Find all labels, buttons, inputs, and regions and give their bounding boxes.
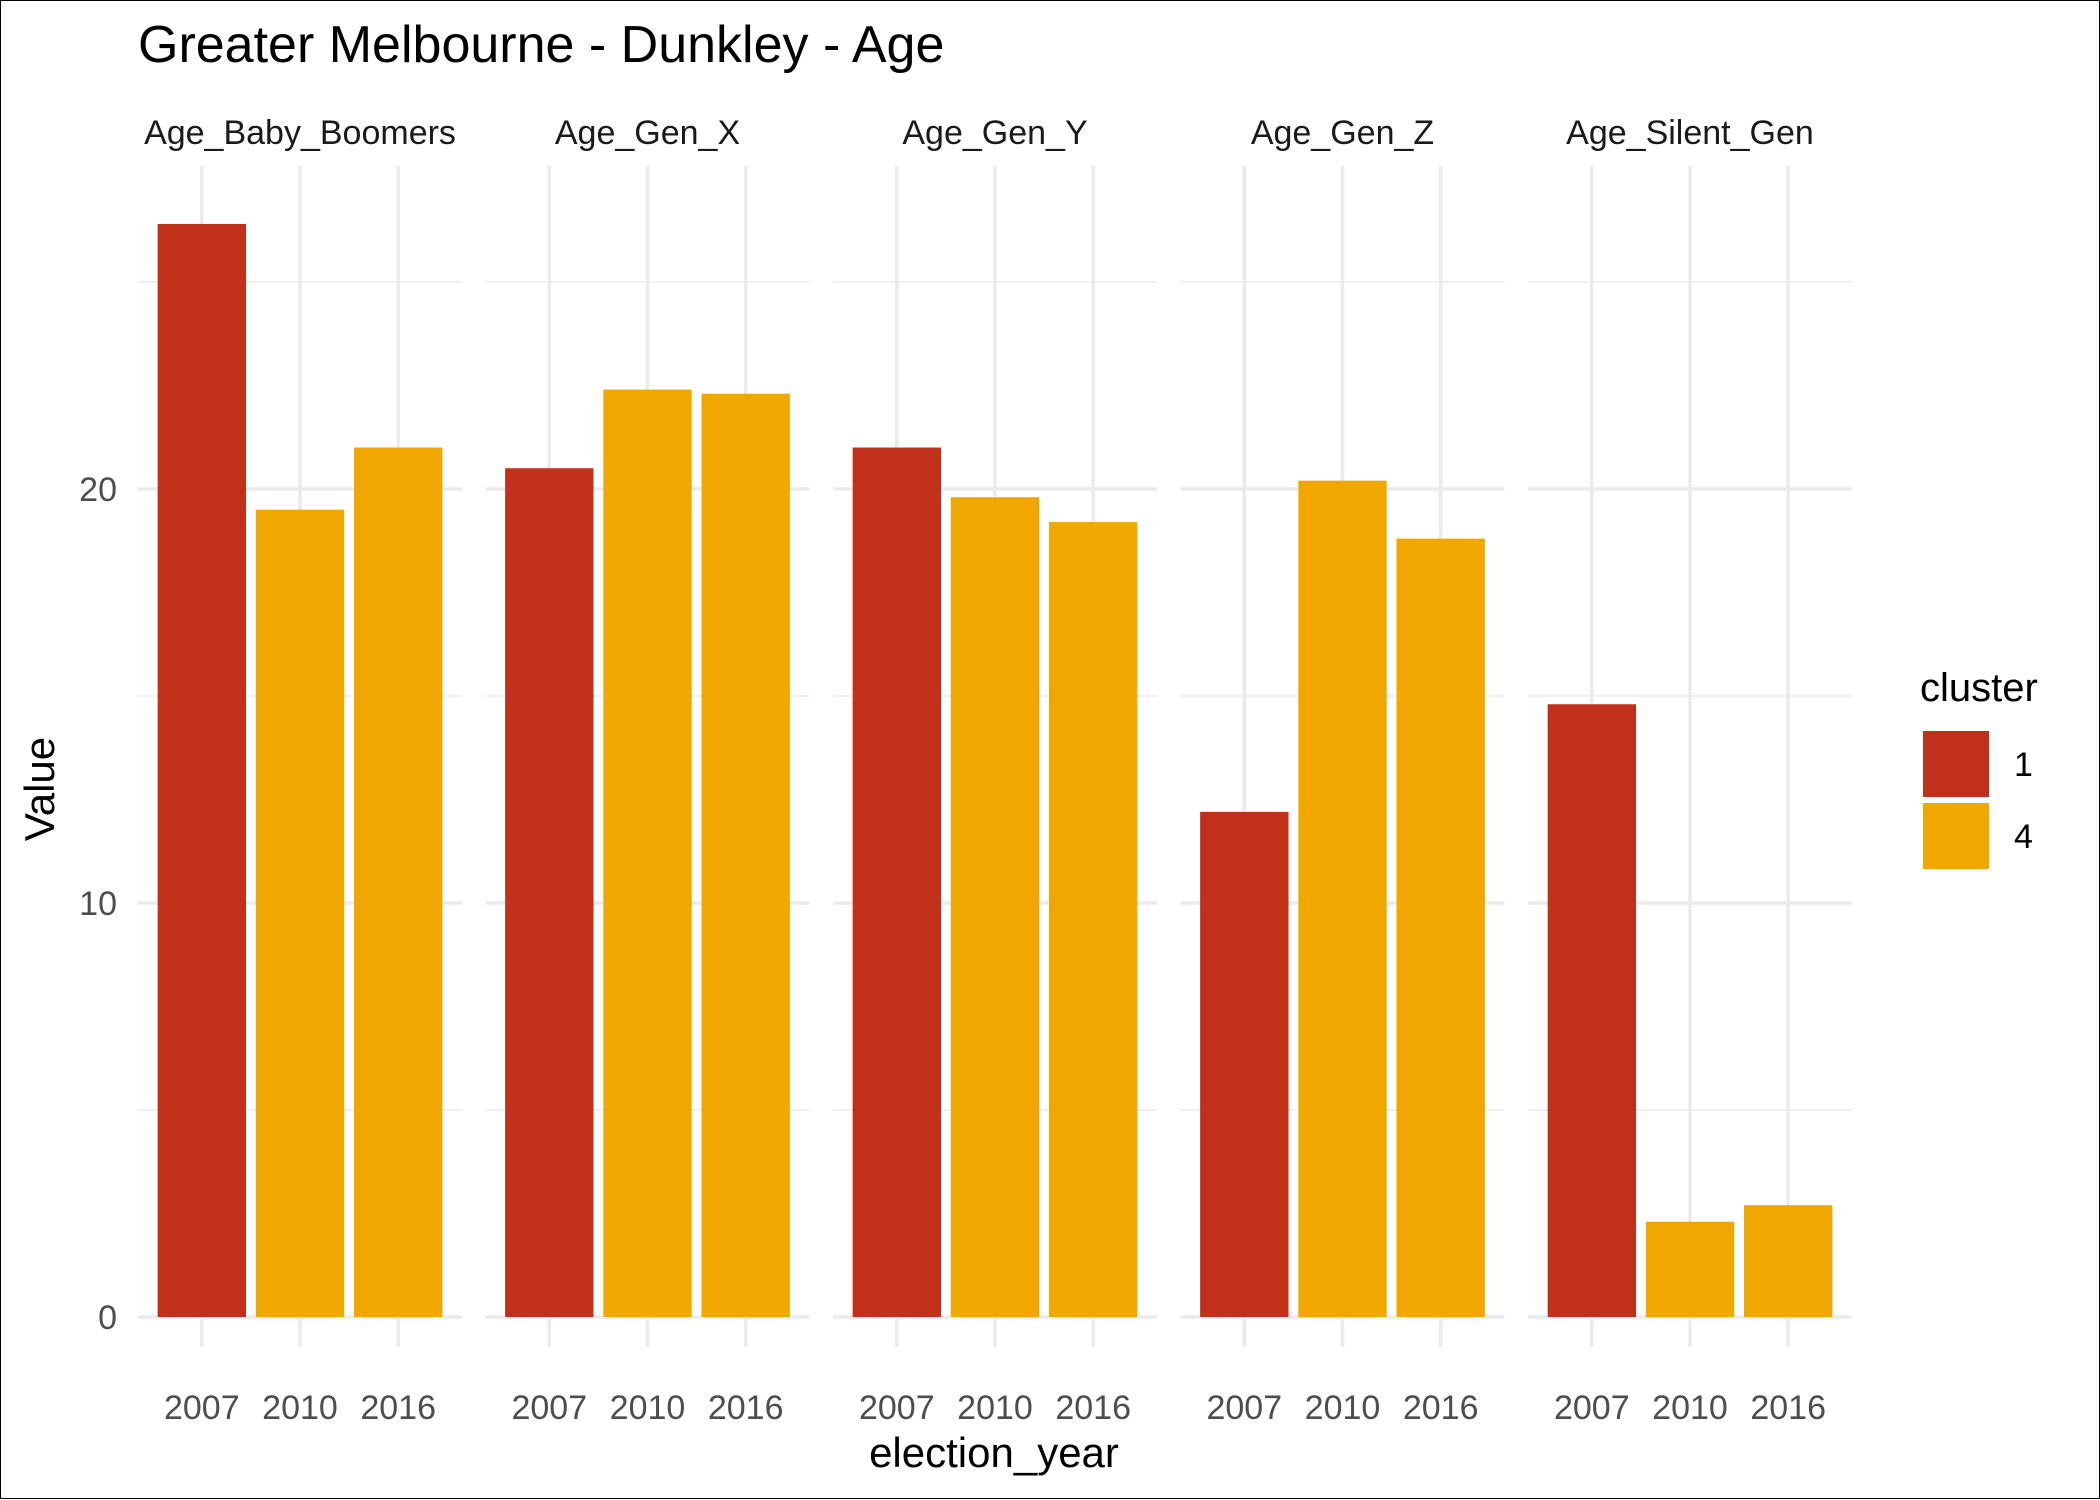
y-tick-label: 10	[79, 885, 117, 923]
x-axis-title: election_year	[869, 1429, 1119, 1476]
legend-swatch	[1923, 731, 1989, 797]
x-tick-label: 2010	[957, 1389, 1033, 1427]
facet-panel: Age_Silent_Gen 2007 2010 2016	[1528, 114, 1852, 1427]
y-tick-label: 20	[79, 471, 117, 509]
facet-label: Age_Gen_Z	[1251, 114, 1434, 152]
x-tick-label: 2016	[1403, 1389, 1479, 1427]
x-tick-label: 2007	[1206, 1389, 1282, 1427]
bar	[701, 393, 790, 1317]
y-axis: 0 10 20	[79, 471, 117, 1337]
facet-label: Age_Baby_Boomers	[144, 114, 456, 152]
facet-panel: Age_Gen_X 2007 2010 2016	[485, 114, 810, 1427]
x-tick-label: 2010	[1652, 1389, 1728, 1427]
bar	[950, 497, 1040, 1317]
x-tick-label: 2016	[708, 1389, 784, 1427]
bar	[1744, 1205, 1833, 1317]
legend-swatch	[1923, 803, 1989, 869]
legend-label: 4	[2014, 818, 2033, 856]
bar	[1547, 704, 1636, 1317]
x-tick-label: 2007	[859, 1389, 935, 1427]
legend-title: cluster	[1920, 666, 2038, 710]
facet-panel: Age_Gen_Z 2007 2010 2016	[1180, 114, 1505, 1427]
bar	[1049, 522, 1138, 1317]
x-tick-label: 2007	[511, 1389, 587, 1427]
bar	[1396, 538, 1485, 1317]
legend-label: 1	[2014, 746, 2033, 784]
bar	[354, 447, 443, 1318]
x-tick-label: 2010	[610, 1389, 686, 1427]
facet-panel: Age_Baby_Boomers 2007 2010 2016	[138, 114, 462, 1427]
facet-label: Age_Gen_Y	[902, 114, 1087, 152]
bar	[505, 468, 594, 1318]
x-tick-label: 2016	[1750, 1389, 1826, 1427]
bar	[255, 509, 345, 1317]
legend: cluster 1 4	[1920, 666, 2038, 869]
x-tick-label: 2010	[1305, 1389, 1381, 1427]
bar	[1298, 480, 1387, 1317]
bar	[1645, 1221, 1735, 1317]
x-tick-label: 2007	[1554, 1389, 1630, 1427]
x-tick-label: 2016	[1055, 1389, 1131, 1427]
bar	[157, 223, 246, 1318]
bar	[1200, 811, 1289, 1317]
facet-panels: Age_Baby_Boomers 2007 2010 2016 Age_Gen_X 200…	[138, 114, 1852, 1427]
chart-title: Greater Melbourne - Dunkley - Age	[138, 16, 944, 74]
facet-label: Age_Gen_X	[555, 114, 740, 152]
facet-label: Age_Silent_Gen	[1566, 114, 1814, 152]
y-tick-label: 0	[98, 1299, 117, 1337]
x-tick-label: 2016	[360, 1389, 436, 1427]
bar	[603, 389, 692, 1317]
bar	[852, 447, 941, 1318]
x-tick-label: 2007	[164, 1389, 240, 1427]
x-tick-label: 2010	[262, 1389, 338, 1427]
facet-panel: Age_Gen_Y 2007 2010 2016	[833, 114, 1157, 1427]
y-axis-title: Value	[16, 737, 63, 841]
